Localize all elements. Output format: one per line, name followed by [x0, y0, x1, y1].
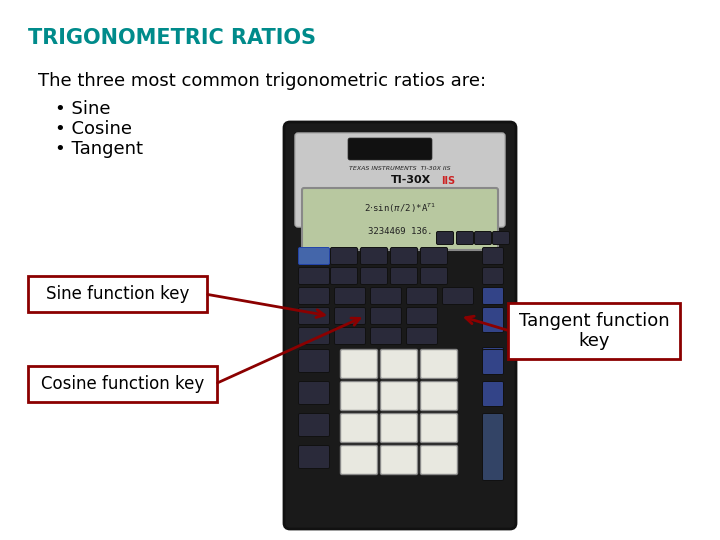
FancyBboxPatch shape	[299, 287, 330, 305]
FancyBboxPatch shape	[407, 287, 438, 305]
FancyBboxPatch shape	[299, 247, 330, 265]
Text: Sine function key: Sine function key	[46, 285, 189, 303]
Text: 3234469 136.: 3234469 136.	[368, 226, 432, 235]
Text: • Tangent: • Tangent	[55, 140, 143, 158]
FancyBboxPatch shape	[299, 446, 330, 469]
FancyBboxPatch shape	[341, 446, 377, 475]
Text: TI-30X: TI-30X	[391, 175, 431, 185]
FancyBboxPatch shape	[482, 247, 503, 265]
FancyBboxPatch shape	[371, 287, 402, 305]
FancyBboxPatch shape	[407, 327, 438, 345]
FancyBboxPatch shape	[420, 349, 457, 379]
Text: IIS: IIS	[441, 176, 456, 186]
Text: The three most common trigonometric ratios are:: The three most common trigonometric rati…	[38, 72, 486, 90]
Text: Cosine function key: Cosine function key	[41, 375, 204, 393]
FancyBboxPatch shape	[482, 287, 503, 305]
FancyBboxPatch shape	[380, 446, 418, 475]
FancyBboxPatch shape	[341, 414, 377, 442]
FancyBboxPatch shape	[28, 366, 217, 402]
FancyBboxPatch shape	[299, 327, 330, 345]
Text: • Sine: • Sine	[55, 100, 110, 118]
Text: TEXAS INSTRUMENTS  TI-30X IIS: TEXAS INSTRUMENTS TI-30X IIS	[349, 165, 451, 171]
FancyBboxPatch shape	[299, 381, 330, 404]
FancyBboxPatch shape	[482, 307, 503, 333]
FancyBboxPatch shape	[371, 307, 402, 325]
Text: Tangent function
key: Tangent function key	[518, 312, 670, 350]
FancyBboxPatch shape	[361, 247, 387, 265]
FancyBboxPatch shape	[341, 381, 377, 410]
FancyBboxPatch shape	[407, 307, 438, 325]
FancyBboxPatch shape	[380, 381, 418, 410]
FancyBboxPatch shape	[295, 133, 505, 227]
FancyBboxPatch shape	[330, 247, 358, 265]
FancyBboxPatch shape	[420, 446, 457, 475]
FancyBboxPatch shape	[390, 247, 418, 265]
FancyBboxPatch shape	[474, 232, 492, 245]
FancyBboxPatch shape	[348, 138, 432, 160]
FancyBboxPatch shape	[341, 349, 377, 379]
FancyBboxPatch shape	[335, 287, 366, 305]
FancyBboxPatch shape	[302, 188, 498, 250]
FancyBboxPatch shape	[420, 267, 448, 285]
FancyBboxPatch shape	[436, 232, 454, 245]
FancyBboxPatch shape	[482, 381, 503, 407]
FancyBboxPatch shape	[299, 307, 330, 325]
FancyBboxPatch shape	[299, 414, 330, 436]
FancyBboxPatch shape	[335, 327, 366, 345]
FancyBboxPatch shape	[380, 414, 418, 442]
FancyBboxPatch shape	[371, 327, 402, 345]
Text: 2$\cdot$sin($\pi$/2)*A$^{T1}$: 2$\cdot$sin($\pi$/2)*A$^{T1}$	[364, 201, 436, 215]
FancyBboxPatch shape	[284, 122, 516, 529]
FancyBboxPatch shape	[330, 267, 358, 285]
FancyBboxPatch shape	[482, 348, 503, 373]
FancyBboxPatch shape	[482, 414, 503, 481]
FancyBboxPatch shape	[420, 247, 448, 265]
FancyBboxPatch shape	[508, 303, 680, 359]
FancyBboxPatch shape	[482, 349, 503, 375]
FancyBboxPatch shape	[299, 267, 330, 285]
FancyBboxPatch shape	[299, 349, 330, 373]
Text: • Cosine: • Cosine	[55, 120, 132, 138]
FancyBboxPatch shape	[420, 414, 457, 442]
Text: TRIGONOMETRIC RATIOS: TRIGONOMETRIC RATIOS	[28, 28, 316, 48]
FancyBboxPatch shape	[420, 381, 457, 410]
FancyBboxPatch shape	[456, 232, 474, 245]
FancyBboxPatch shape	[361, 267, 387, 285]
FancyBboxPatch shape	[492, 232, 510, 245]
FancyBboxPatch shape	[482, 267, 503, 285]
FancyBboxPatch shape	[380, 349, 418, 379]
FancyBboxPatch shape	[390, 267, 418, 285]
FancyBboxPatch shape	[335, 307, 366, 325]
FancyBboxPatch shape	[443, 287, 474, 305]
FancyBboxPatch shape	[28, 276, 207, 312]
